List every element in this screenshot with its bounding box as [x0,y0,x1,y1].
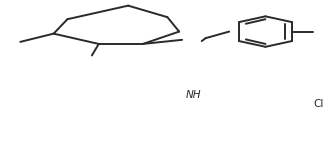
Text: Cl: Cl [314,99,324,109]
Text: NH: NH [186,90,201,100]
